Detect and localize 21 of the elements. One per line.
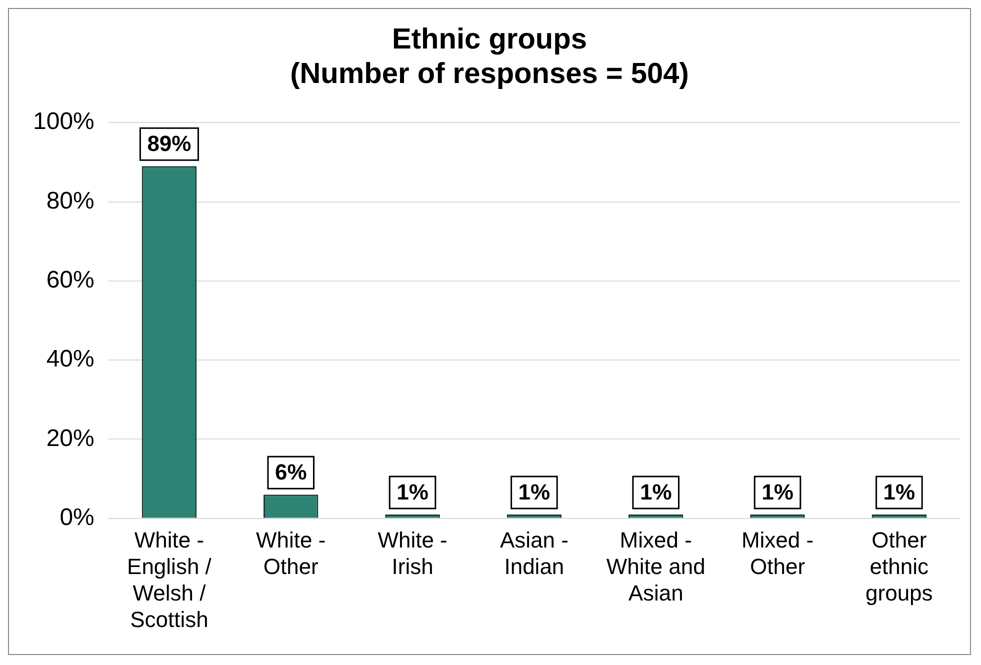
y-tick-label: 0% [60,504,94,532]
x-tick-label: Mixed - White and Asian [606,528,706,606]
data-label: 89% [147,131,192,156]
chart-title: Ethnic groups (Number of responses = 504) [290,23,689,90]
x-tick-label: White - Irish [378,528,448,580]
x-tick-label: Asian - Indian [500,528,568,580]
y-tick-label: 40% [46,346,94,373]
x-tick-label: White - Other [256,528,326,580]
y-tick-label: 80% [46,187,94,214]
data-label: 1% [518,480,550,505]
y-tick-label: 100% [32,108,94,136]
data-label: 1% [762,480,794,505]
x-tick-label: Mixed - Other [741,528,814,580]
data-label: 1% [640,480,672,505]
x-tick-label: White - English / Welsh / Scottish [127,528,212,632]
y-tick-label: 20% [46,424,94,452]
data-label: 1% [883,480,916,505]
x-tick-label: Other ethnic groups [866,528,933,606]
y-tick-label: 60% [46,266,94,294]
data-label: 1% [396,480,428,505]
data-label: 6% [274,460,307,485]
